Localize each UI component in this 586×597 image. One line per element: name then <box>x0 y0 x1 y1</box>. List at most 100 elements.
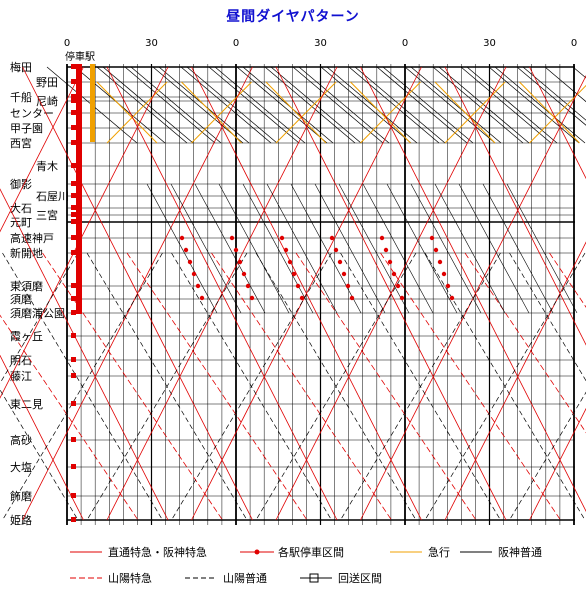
train-lines <box>0 66 586 521</box>
stop-mark <box>71 219 76 224</box>
tick-label: 30 <box>145 38 158 49</box>
stop-dot <box>287 259 293 265</box>
express-line <box>434 81 496 144</box>
stop-mark <box>71 98 76 103</box>
station-label: 藤江 <box>10 370 32 383</box>
stop-dot <box>345 283 351 289</box>
stop-mark <box>71 437 76 442</box>
stop-dot <box>379 235 385 241</box>
stop-mark <box>71 140 76 145</box>
stop-mark <box>71 79 76 84</box>
sanyo-local-line <box>2 252 163 521</box>
stop-dot <box>233 247 239 253</box>
legend-swatch <box>309 573 319 583</box>
limited-express-line <box>191 66 422 521</box>
kobe-local-line <box>410 183 482 314</box>
stop-dot <box>179 235 185 241</box>
tick-label: 0 <box>64 38 70 49</box>
sanyo-local-line <box>424 252 586 521</box>
legend-label: 直通特急・阪神特急 <box>108 545 207 559</box>
kobe-local-line <box>146 183 218 314</box>
hanshin-local-line <box>264 66 356 144</box>
express-line <box>360 81 421 144</box>
stop-column-label: 停車駅 <box>65 50 95 63</box>
station-label: 東須磨 <box>10 280 43 293</box>
kobe-local-line <box>242 183 314 314</box>
stop-mark <box>71 235 76 240</box>
hanshin-local-line <box>354 66 446 144</box>
stop-dot <box>245 283 251 289</box>
hanshin-local-line <box>438 66 530 144</box>
station-label: 新開地 <box>10 246 43 260</box>
stop-dot <box>387 259 393 265</box>
stop-bar <box>76 64 82 314</box>
stop-dot <box>279 235 285 241</box>
express-line <box>350 81 411 144</box>
limited-express-line <box>275 66 507 521</box>
stop-mark <box>71 296 76 301</box>
stop-dot <box>437 259 443 265</box>
station-label: 千船 <box>10 90 32 104</box>
sanyo-local-line <box>509 391 586 521</box>
hanshin-local-line <box>488 66 580 144</box>
hanshin-local-line <box>516 66 586 126</box>
express-line <box>265 81 327 144</box>
hanshin-local-line <box>292 66 384 144</box>
hanshin-local-line <box>460 66 552 144</box>
sanyo-local-line <box>340 252 501 521</box>
hanshin-local-line <box>432 66 524 144</box>
station-label: 三宮 <box>36 208 58 222</box>
time-tick-labels: 0 30 0 30 0 30 0 <box>64 38 577 49</box>
tick-label: 30 <box>314 38 327 49</box>
limited-express-line <box>0 66 169 399</box>
stop-mark <box>71 517 76 522</box>
kobe-local-line <box>218 183 290 314</box>
stop-dot <box>283 247 289 253</box>
stop-dot <box>237 259 243 265</box>
legend-label: 急行 <box>428 545 450 559</box>
stop-dot <box>341 271 347 277</box>
hanshin-local-line <box>180 66 272 144</box>
tick-label: 0 <box>402 38 408 49</box>
stop-dot <box>295 283 301 289</box>
station-label: 尼崎 <box>36 94 58 108</box>
tick-label: 0 <box>571 38 577 49</box>
hanshin-local-line <box>320 66 412 144</box>
hanshin-local-line <box>270 66 362 144</box>
hanshin-local-line <box>410 66 502 144</box>
legend-label: 各駅停車区間 <box>278 545 344 559</box>
station-label: 姫路 <box>10 513 32 527</box>
kobe-local-line <box>290 183 362 314</box>
stop-column <box>71 64 95 522</box>
station-label: センター <box>10 107 54 120</box>
hanshin-local-line <box>208 66 300 144</box>
stop-dot <box>291 271 297 277</box>
hanshin-local-line <box>102 66 194 144</box>
limited-express-line <box>529 407 586 521</box>
stop-mark <box>71 193 76 198</box>
stop-dot <box>391 271 397 277</box>
stop-mark <box>71 283 76 288</box>
kobe-local-line <box>194 183 266 314</box>
limited-express-line <box>529 66 586 180</box>
stop-dot <box>449 295 455 301</box>
kobe-local-line <box>434 183 506 314</box>
legend-label: 回送区間 <box>338 571 382 585</box>
hanshin-local-line <box>152 66 244 144</box>
sanyo-local-line <box>255 252 417 521</box>
express-line <box>96 81 158 144</box>
station-label: 大石 <box>10 201 32 215</box>
stop-dot <box>441 271 447 277</box>
stop-mark <box>71 401 76 406</box>
stop-dot <box>333 247 339 253</box>
hanshin-local-line <box>96 66 188 144</box>
limited-express-line <box>0 66 84 233</box>
stop-mark <box>71 125 76 130</box>
hanshin-local-line <box>298 66 390 144</box>
legend-label: 山陽特急 <box>108 571 152 585</box>
diagram-title: 昼間ダイヤパターン <box>226 9 360 25</box>
hanshin-local-line <box>326 66 418 144</box>
